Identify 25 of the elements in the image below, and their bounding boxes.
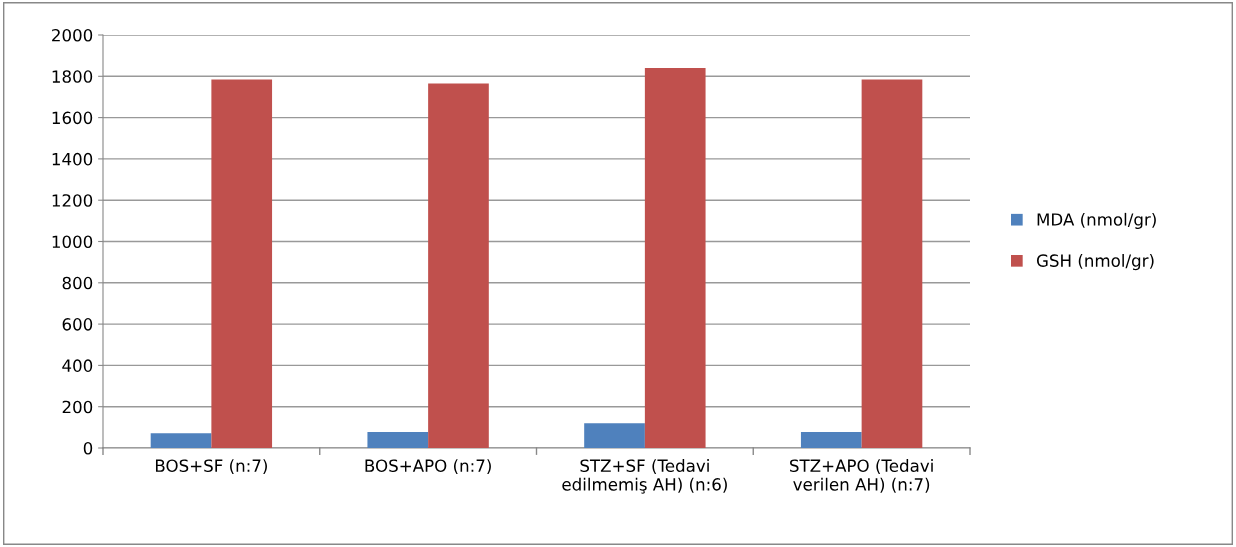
y-tick-label: 1000 [52,235,93,249]
y-tick-label: 1400 [52,152,93,166]
bar [861,79,923,448]
y-tick-label: 1200 [52,194,93,207]
y-tick-label: 400 [62,359,93,372]
x-tick-label: BOS+APO (n:7) [365,459,491,474]
y-tick-label: 0 [83,441,93,455]
y-tick-label: 600 [62,318,93,331]
y-tick-label: 200 [62,400,93,414]
y-tick-label: 800 [62,276,93,290]
y-tick-label: 1600 [52,111,93,125]
bar [211,79,273,448]
bar [150,433,212,448]
legend-label: GSH (nmol/gr) [1036,254,1154,271]
x-tick-label: STZ+SF (Tedavi edilmemiş AH) (n:6) [562,459,727,494]
bar [584,423,645,448]
y-tick-label: 2000 [52,28,93,42]
y-tick-label: 1800 [52,70,93,83]
x-tick-label: BOS+SF (n:7) [155,459,267,474]
x-tick-label: STZ+APO (Tedavi verilen AH) (n:7) [790,459,933,493]
bar [367,431,429,448]
bar [800,431,862,448]
bar [428,83,489,448]
bar [644,68,706,448]
legend-label: MDA (nmol/gr) [1037,212,1156,229]
